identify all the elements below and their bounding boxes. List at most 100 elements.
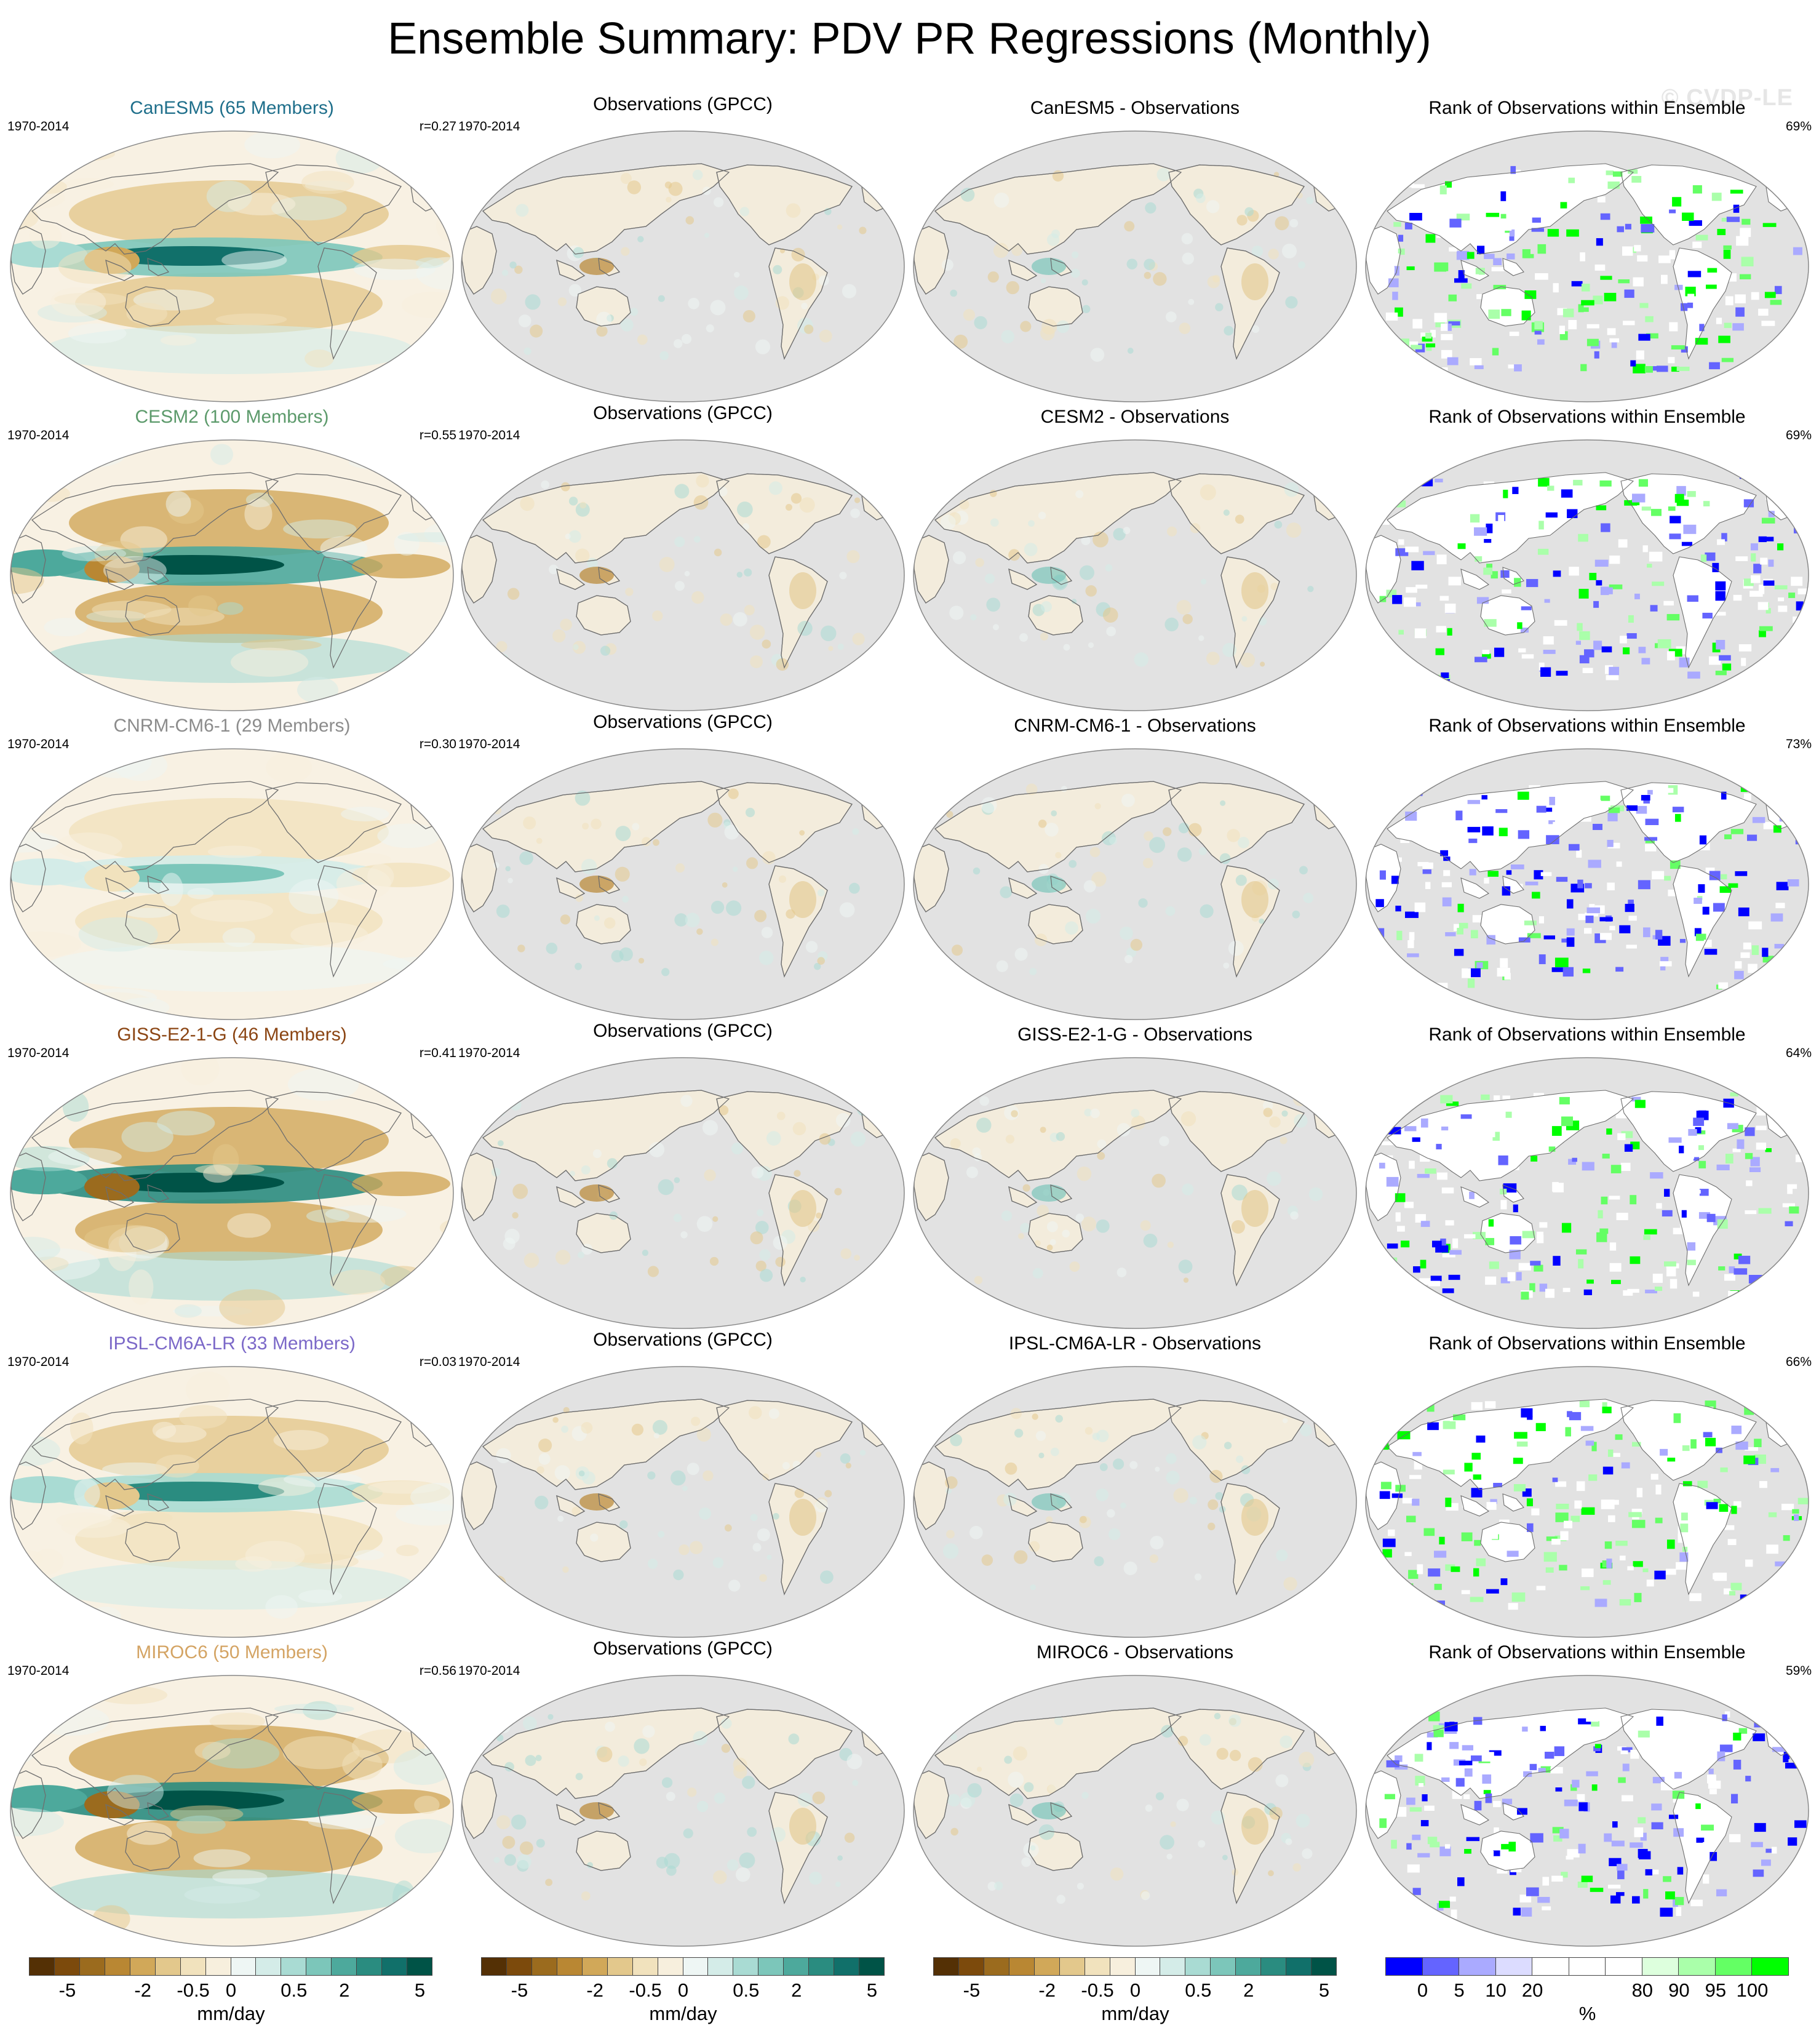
panel-title: Rank of Observations within Ensemble [1428,407,1746,427]
map-panel-rank: Rank of Observations within Ensemble 59% [1363,1642,1812,1949]
colorbar-boxes [1385,1957,1789,1976]
panel-title: CESM2 (100 Members) [135,407,329,427]
colorbar-box [104,1957,130,1976]
period-label: 1970-2014 [458,1355,520,1369]
panel-title: Observations (GPCC) [593,1330,773,1350]
correlation-label: r=0.41 [419,1046,456,1060]
panel-title: Rank of Observations within Ensemble [1428,1642,1746,1663]
colorbar-tick-label: 2 [1243,1979,1254,2001]
watermark: © CVDP-LE [1661,85,1793,111]
panel-title: GISS-E2-1-G - Observations [1017,1024,1252,1045]
colorbar-box [381,1957,408,1976]
colorbar-tick-label: -5 [963,1979,981,2001]
map-panel-model: CNRM-CM6-1 (29 Members) 1970-2014 r=0.30 [7,715,456,1023]
panel-title: CanESM5 (65 Members) [130,98,334,118]
period-label: 1970-2014 [7,428,70,442]
period-label: 1970-2014 [458,1046,520,1060]
colorbar-box [129,1957,156,1976]
colorbar-tick-label: 0 [1417,1979,1428,2001]
map-panel-model: IPSL-CM6A-LR (33 Members) 1970-2014 r=0.03 [7,1333,456,1640]
map-plot-diff [913,1675,1357,1947]
map-panel-rank: Rank of Observations within Ensemble 69% [1363,97,1812,405]
map-plot-obs [461,1366,905,1638]
correlation-label: r=0.56 [419,1664,456,1678]
colorbar-box [154,1957,181,1976]
map-plot-rank [1365,1366,1809,1638]
colorbar-box [230,1957,257,1976]
colorbar-tick-label: -2 [1038,1979,1056,2001]
colorbar-mm-day: -5 -2 -0.5 0 0.5 2 5 mm/day [481,1957,885,2028]
colorbar-box [356,1957,383,1976]
colorbar-rank-percent: 0 5 10 20 80 90 95 100% [1385,1957,1789,2028]
map-plot-rank [1365,748,1809,1020]
colorbar-box [306,1957,332,1976]
colorbar-box [1210,1957,1236,1976]
map-panel-diff: MIROC6 - Observations [910,1642,1359,1949]
colorbar-boxes [481,1957,885,1976]
period-label: 1970-2014 [7,737,70,751]
colorbar-tick-label: 0 [225,1979,237,2001]
colorbar-box [657,1957,683,1976]
period-label: 1970-2014 [7,1355,70,1369]
map-panel-obs: Observations (GPCC) 1970-2014 [458,94,907,405]
panel-title: Rank of Observations within Ensemble [1428,1333,1746,1354]
colorbar-box [1059,1957,1085,1976]
colorbar-box [1008,1957,1035,1976]
map-panel-model: CESM2 (100 Members) 1970-2014 r=0.55 [7,406,456,714]
colorbar-box [407,1957,432,1976]
map-panel-diff: CNRM-CM6-1 - Observations [910,715,1359,1023]
map-plot-diff [913,1366,1357,1638]
correlation-label: r=0.27 [419,119,456,134]
panel-title: CanESM5 - Observations [1030,98,1240,118]
colorbar-box [783,1957,810,1976]
colorbar-box [758,1957,784,1976]
colorbar-tick-label: -0.5 [1081,1979,1114,2001]
panel-title: IPSL-CM6A-LR (33 Members) [108,1333,356,1354]
panel-title: Observations (GPCC) [593,712,773,732]
rank-percent-label: 69% [1785,428,1812,442]
colorbar-tick-label: -0.5 [177,1979,210,2001]
panel-title: CNRM-CM6-1 (29 Members) [113,716,351,736]
panel-title: Observations (GPCC) [593,403,773,423]
colorbar-tick-label: -2 [134,1979,152,2001]
colorbar-box [531,1957,557,1976]
colorbar-tick-label: 0 [1129,1979,1141,2001]
colorbar-box [1422,1957,1460,1976]
colorbar-tick-label: 2 [339,1979,350,2001]
colorbar-tick-label: 0.5 [733,1979,760,2001]
panel-title: IPSL-CM6A-LR - Observations [1008,1333,1262,1354]
colorbar-box [331,1957,357,1976]
figure-title: Ensemble Summary: PDV PR Regressions (Mo… [388,14,1431,63]
colorbar-ticks: -5 -2 -0.5 0 0.5 2 5 [482,1979,885,2002]
period-label: 1970-2014 [7,1664,70,1678]
colorbar-box [1532,1957,1569,1976]
colorbar-box [859,1957,885,1976]
colorbar-units: mm/day [197,2003,265,2024]
colorbar-box [1495,1957,1533,1976]
colorbar-box [1751,1957,1789,1976]
colorbar-ticks: -5 -2 -0.5 0 0.5 2 5 [934,1979,1337,2002]
colorbar-box [1605,1957,1642,1976]
map-plot-diff [913,439,1357,711]
colorbar-units: mm/day [649,2003,717,2024]
panel-title: Observations (GPCC) [593,1639,773,1659]
colorbar-tick-label: 5 [866,1979,878,2001]
colorbar-tick-label: 90 [1668,1979,1690,2001]
colorbar-box [632,1957,658,1976]
colorbar-box [506,1957,532,1976]
colorbar-box [255,1957,282,1976]
colorbar-box [1160,1957,1186,1976]
map-plot-obs [461,130,905,402]
map-panel-model: MIROC6 (50 Members) 1970-2014 r=0.56 [7,1642,456,1949]
colorbar-box [707,1957,734,1976]
colorbar-box [682,1957,709,1976]
colorbar-ticks: -5 -2 -0.5 0 0.5 2 5 [30,1979,432,2002]
period-label: 1970-2014 [458,428,520,442]
panel-title: MIROC6 (50 Members) [136,1642,328,1663]
rank-percent-label: 64% [1785,1046,1812,1060]
colorbar-box [733,1957,759,1976]
colorbar-tick-label: 80 [1631,1979,1654,2001]
colorbar-tick-label: -5 [511,1979,528,2001]
colorbar-box [556,1957,583,1976]
colorbar-box [1185,1957,1211,1976]
